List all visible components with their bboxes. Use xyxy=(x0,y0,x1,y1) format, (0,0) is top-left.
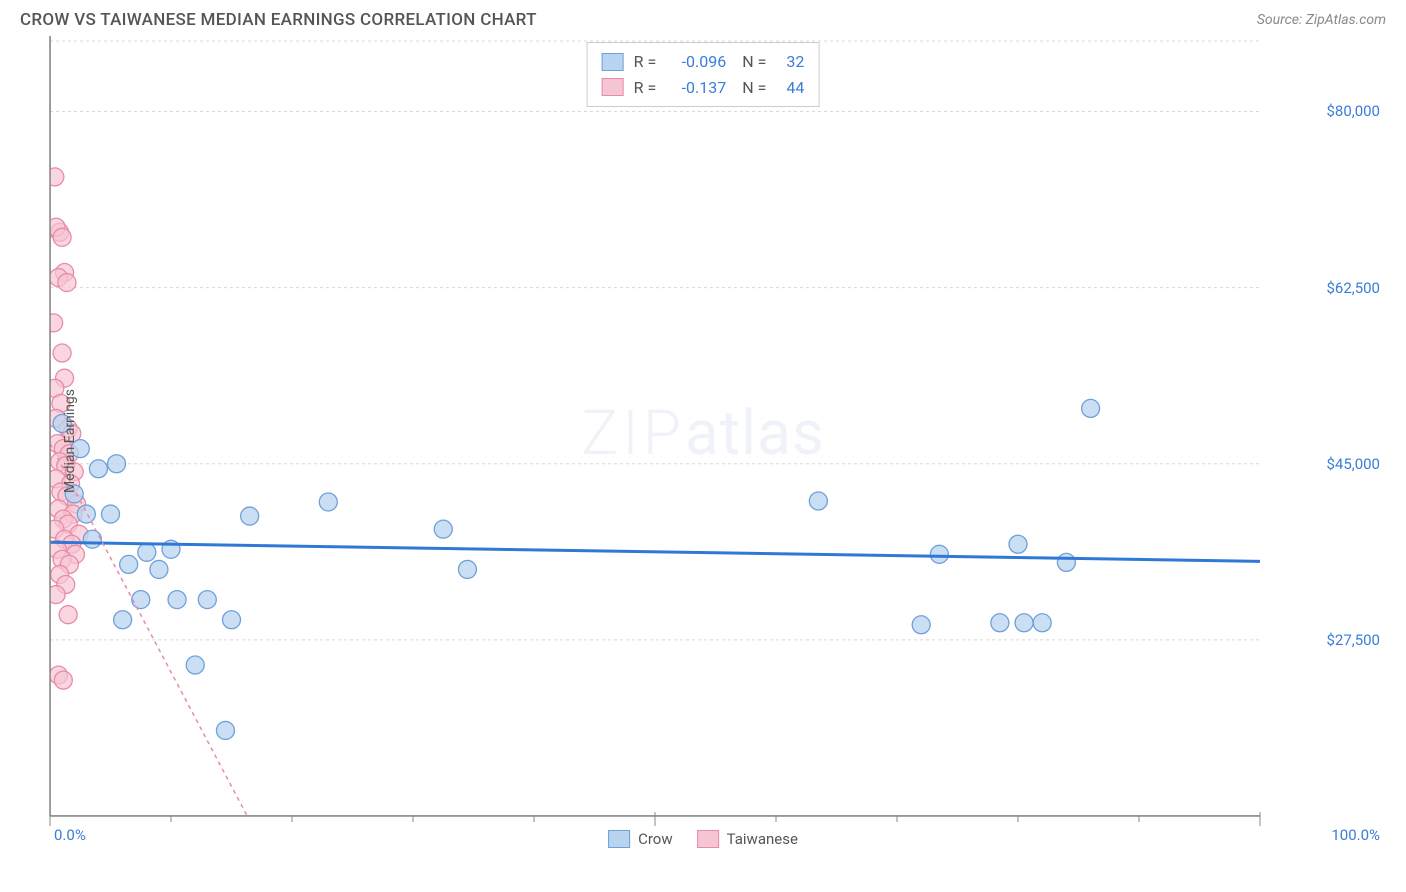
r-label: R = xyxy=(634,75,657,101)
chart-title: CROW VS TAIWANESE MEDIAN EARNINGS CORREL… xyxy=(20,10,537,30)
legend-row-crow: R = -0.096 N = 32 xyxy=(602,49,805,75)
scatter-chart xyxy=(20,36,1350,846)
y-axis-label: Median Earnings xyxy=(62,389,78,493)
chart-source: Source: ZipAtlas.com xyxy=(1257,12,1386,28)
chart-container: Median Earnings ZIPatlas R = -0.096 N = … xyxy=(20,36,1386,846)
swatch-crow xyxy=(602,53,624,71)
y-tick-label: $45,000 xyxy=(1326,455,1380,473)
swatch-taiwanese xyxy=(602,78,624,96)
correlation-legend: R = -0.096 N = 32 R = -0.137 N = 44 xyxy=(587,42,820,107)
legend-row-taiwanese: R = -0.137 N = 44 xyxy=(602,75,805,101)
swatch-taiwanese-icon xyxy=(697,830,719,848)
r-value-crow: -0.096 xyxy=(666,49,726,75)
r-value-taiwanese: -0.137 xyxy=(666,75,726,101)
r-label: R = xyxy=(634,49,657,75)
swatch-crow-icon xyxy=(608,830,630,848)
series-legend: Crow Taiwanese xyxy=(608,830,798,848)
n-label: N = xyxy=(742,75,766,101)
y-tick-label: $27,500 xyxy=(1326,631,1380,649)
y-tick-label: $80,000 xyxy=(1326,102,1380,120)
n-value-crow: 32 xyxy=(776,49,804,75)
n-value-taiwanese: 44 xyxy=(776,75,804,101)
legend-item-crow: Crow xyxy=(608,830,673,848)
legend-label-crow: Crow xyxy=(638,830,673,848)
x-axis-max-label: 100.0% xyxy=(1331,826,1380,844)
chart-header: CROW VS TAIWANESE MEDIAN EARNINGS CORREL… xyxy=(0,0,1406,36)
y-tick-label: $62,500 xyxy=(1326,279,1380,297)
n-label: N = xyxy=(742,49,766,75)
x-axis-min-label: 0.0% xyxy=(54,826,86,844)
legend-label-taiwanese: Taiwanese xyxy=(727,830,798,848)
legend-item-taiwanese: Taiwanese xyxy=(697,830,798,848)
